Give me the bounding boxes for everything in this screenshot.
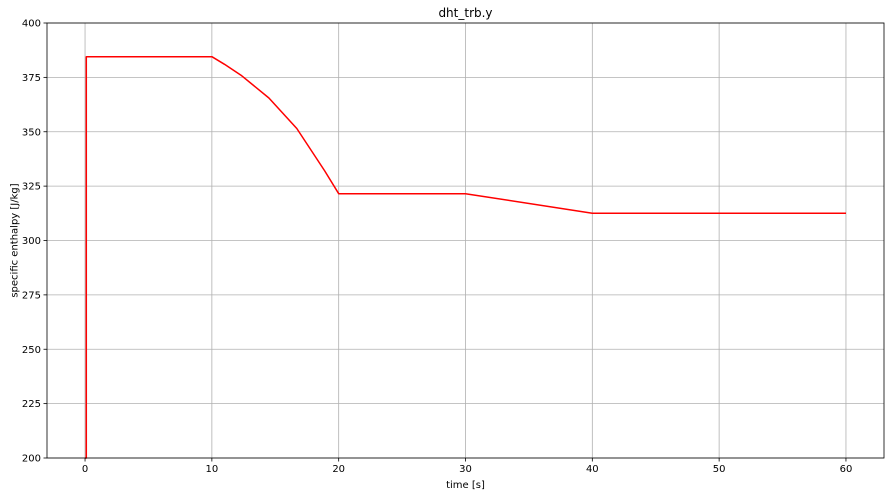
y-tick-label: 200 [22, 454, 41, 465]
y-tick-label: 275 [22, 290, 41, 301]
series-line [85, 55, 846, 459]
x-tick-label: 10 [205, 464, 218, 475]
y-tick-label: 300 [22, 236, 41, 247]
y-tick-label: 375 [22, 73, 41, 84]
x-tick-label: 20 [332, 464, 345, 475]
y-tick-label: 325 [22, 182, 41, 193]
y-tick-label: 250 [22, 345, 41, 356]
x-axis-label: time [s] [446, 480, 485, 491]
x-tick-label: 0 [82, 464, 88, 475]
y-tick-label: 350 [22, 127, 41, 138]
grid [47, 22, 884, 459]
y-tick-label: 225 [22, 399, 41, 410]
ticks: 0 10 20 30 40 50 60 200 225 250 275 300 325 350 375 400 [22, 19, 852, 476]
x-tick-label: 50 [713, 464, 726, 475]
x-tick-label: 30 [459, 464, 472, 475]
chart-title: dht_trb.y [438, 6, 492, 20]
x-tick-label: 40 [586, 464, 599, 475]
y-axis-label: specific enthalpy [J/kg] [10, 183, 21, 297]
series-layer [85, 55, 846, 459]
x-tick-label: 60 [840, 464, 853, 475]
y-tick-label: 400 [22, 19, 41, 30]
